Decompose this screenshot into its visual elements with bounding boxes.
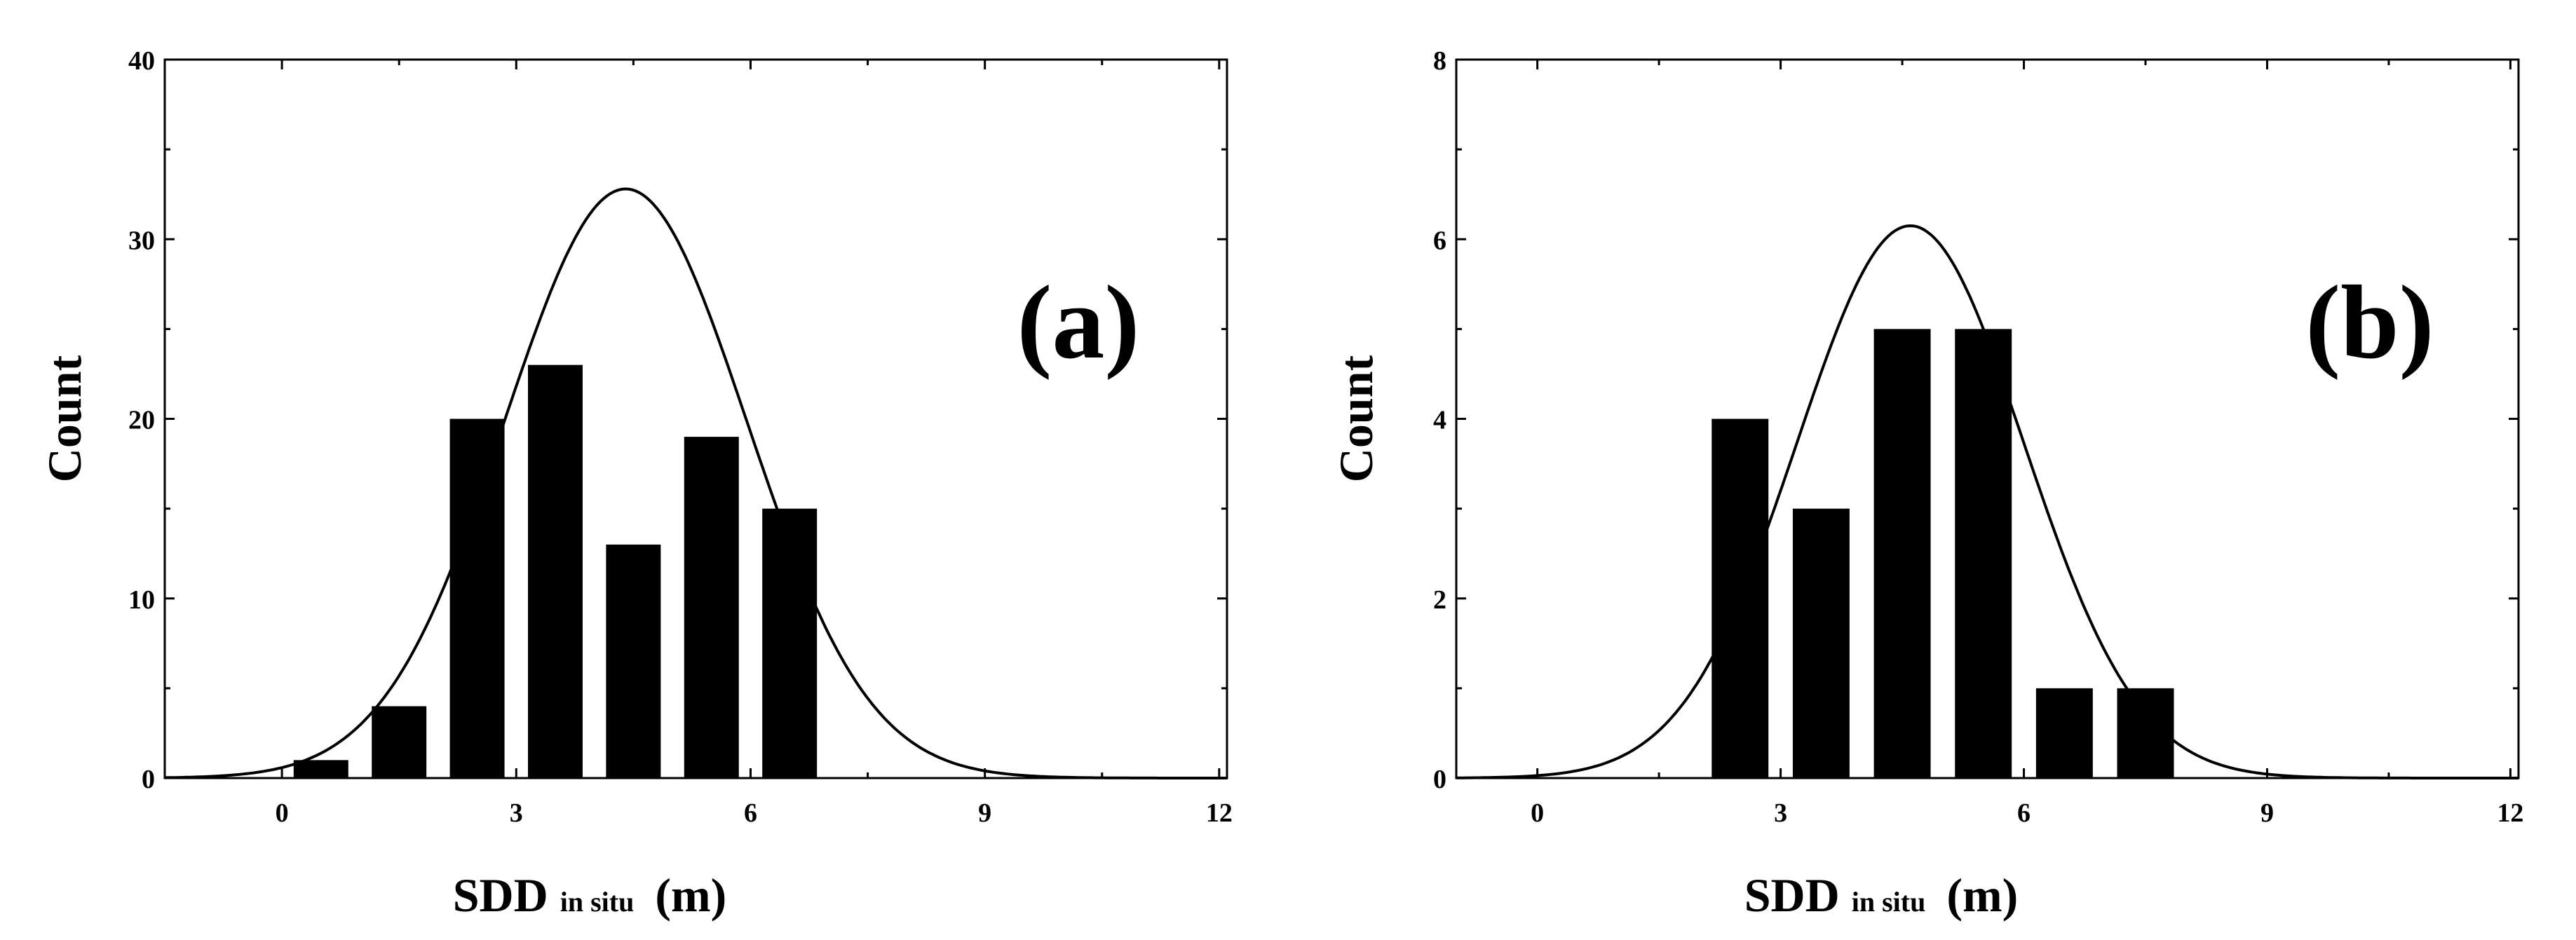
chart-0-xlabel-main: SDD bbox=[453, 869, 560, 922]
chart-panel-b: 0 3 6 9 12 0 2 4 6 8 Count SDD in situ (m) (b) bbox=[1288, 0, 2576, 940]
chart-0-bar-1 bbox=[372, 706, 427, 778]
chart-1-xlabel-sub: in situ bbox=[1852, 886, 1947, 918]
chart-1-xtick-label-0: 0 bbox=[1531, 798, 1544, 828]
chart-0-xtick-label-1: 3 bbox=[510, 798, 523, 828]
chart-1-ytick-label-4: 8 bbox=[1433, 46, 1446, 76]
chart-1-fit-curve bbox=[1456, 224, 2519, 779]
chart-1-xlabel-main: SDD bbox=[1744, 869, 1852, 922]
chart-0-ytick-label-3: 30 bbox=[128, 226, 155, 255]
chart-1-xtick-label-2: 6 bbox=[2017, 798, 2031, 828]
chart-1-bar-1 bbox=[1792, 508, 1850, 778]
chart-0-xlabel: SDD in situ (m) bbox=[453, 869, 727, 922]
chart-0-xtick-label-2: 6 bbox=[744, 798, 757, 828]
chart-1-bar-3 bbox=[1955, 329, 2012, 778]
chart-0-ytick-label-4: 40 bbox=[128, 46, 155, 76]
chart-0-xtick-label-0: 0 bbox=[276, 798, 289, 828]
chart-0-ytick-label-1: 10 bbox=[128, 585, 155, 615]
chart-0-bar-3 bbox=[527, 365, 583, 778]
chart-0-bar-2 bbox=[449, 418, 505, 778]
chart-1-ytick-label-1: 2 bbox=[1433, 585, 1446, 615]
chart-a: 0 3 6 9 12 0 10 20 30 40 Count SDD in situ (m) (a) bbox=[38, 46, 1233, 922]
chart-0-bar-4 bbox=[606, 544, 661, 778]
chart-0-panel-label: (a) bbox=[1017, 264, 1139, 381]
chart-1-bar-2 bbox=[1873, 329, 1931, 778]
chart-1-bar-4 bbox=[2035, 688, 2093, 778]
chart-0-ytick-label-0: 0 bbox=[142, 765, 155, 794]
chart-0-xtick-label-3: 9 bbox=[978, 798, 991, 828]
chart-0-fit-curve bbox=[164, 187, 1227, 779]
chart-0-bar-0 bbox=[293, 760, 348, 778]
chart-1-ytick-label-3: 6 bbox=[1433, 226, 1446, 255]
chart-1-xlabel-unit: (m) bbox=[1946, 869, 2018, 922]
chart-1-ytick-label-0: 0 bbox=[1433, 765, 1446, 794]
chart-1-ylabel: Count bbox=[1329, 355, 1383, 482]
chart-1-ytick-label-2: 4 bbox=[1433, 406, 1446, 435]
chart-0-ytick-label-2: 20 bbox=[128, 406, 155, 435]
chart-0-ylabel: Count bbox=[38, 355, 91, 482]
chart-0-xtick-label-4: 12 bbox=[1206, 798, 1233, 828]
chart-1-xlabel: SDD in situ (m) bbox=[1744, 869, 2019, 922]
chart-1-xtick-label-1: 3 bbox=[1774, 798, 1787, 828]
chart-0-bar-6 bbox=[762, 508, 818, 778]
chart-0-bar-5 bbox=[684, 437, 739, 778]
chart-1-panel-label: (b) bbox=[2305, 264, 2434, 381]
chart-panel-a: 0 3 6 9 12 0 10 20 30 40 Count SDD in situ (m) (a) bbox=[38, 46, 1233, 922]
chart-0-xlabel-unit: (m) bbox=[655, 869, 726, 922]
chart-b: 0 3 6 9 12 0 2 4 6 8 Count SDD in situ (m) (b) bbox=[1329, 46, 2523, 922]
chart-1-xtick-label-4: 12 bbox=[2497, 798, 2523, 828]
chart-0-xlabel-sub: in situ bbox=[560, 886, 656, 918]
chart-1-xtick-label-3: 9 bbox=[2260, 798, 2274, 828]
